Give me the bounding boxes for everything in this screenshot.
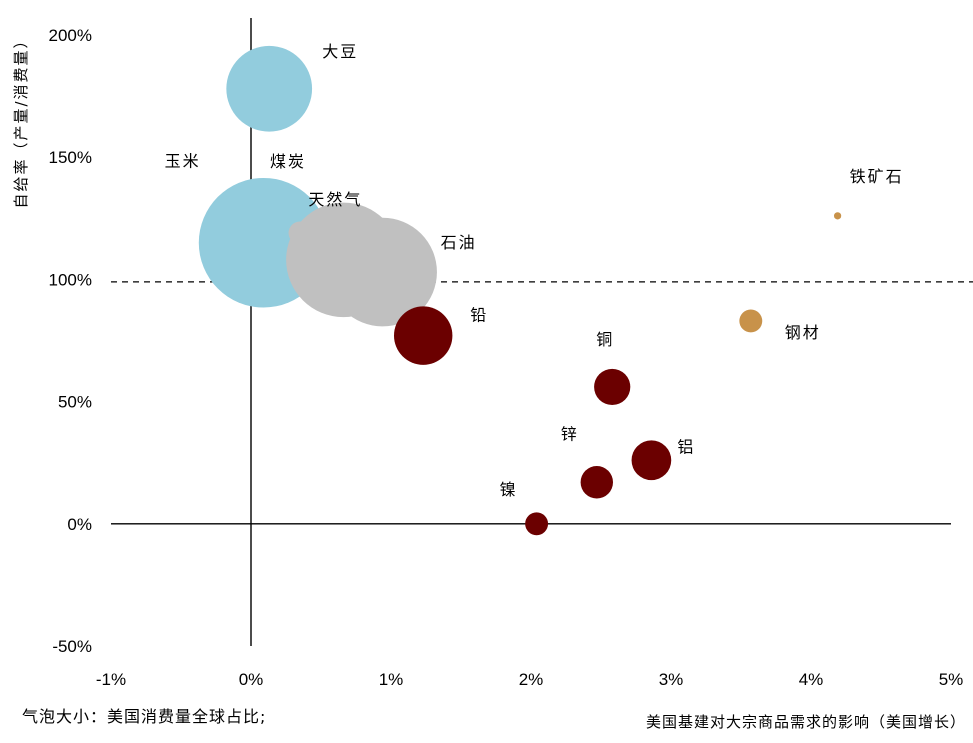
y-tick-label: 0%	[67, 515, 92, 534]
bubble-label: 大豆	[322, 42, 358, 61]
bubble-label: 铜	[596, 330, 614, 349]
x-tick-label: 4%	[799, 670, 824, 689]
x-tick-label: 1%	[379, 670, 404, 689]
bubble-label: 镍	[500, 480, 518, 499]
bubble-metals	[525, 512, 549, 536]
x-tick-label: 2%	[519, 670, 544, 689]
y-tick-label: 50%	[58, 393, 92, 412]
bubble-label: 天然气	[308, 190, 362, 209]
x-tick-label: 3%	[659, 670, 684, 689]
x-axis-label: 美国基建对大宗商品需求的影响（美国增长）	[646, 713, 966, 731]
bubble-steel	[739, 309, 763, 333]
bubble-metals	[393, 306, 453, 365]
y-tick-label: 200%	[49, 26, 92, 45]
bubble-label: 玉米	[165, 152, 201, 171]
bubble-label: 煤炭	[270, 152, 306, 171]
bubble-steel	[833, 212, 842, 220]
bubble-label: 锌	[561, 424, 579, 443]
bubble-label: 铝	[677, 437, 695, 456]
y-tick-label: 150%	[49, 148, 92, 167]
bubble-metals	[580, 466, 613, 499]
bubble-energy	[328, 217, 437, 327]
x-tick-label: 0%	[239, 670, 264, 689]
x-tick-label: -1%	[96, 670, 126, 689]
bubble-label: 石油	[441, 233, 477, 252]
y-axis-label: 自给率（产量/消费量）	[12, 31, 30, 208]
y-tick-label: 100%	[49, 270, 92, 289]
bubble-size-note: 气泡大小：美国消费量全球占比;	[22, 707, 266, 726]
bubble-label: 钢材	[785, 323, 821, 342]
bubbles-group	[198, 45, 842, 536]
bubble-label: 铅	[470, 306, 488, 325]
bubble-metals	[631, 440, 672, 481]
x-tick-label: 5%	[939, 670, 964, 689]
tick-labels-group: -50% 0% 50% 100% 150% 200% -1% 0% 1% 2% 3% 4% 5%	[49, 26, 964, 689]
bubble-agriculture	[226, 45, 313, 132]
bubble-metals	[594, 368, 631, 406]
y-tick-label: -50%	[52, 637, 92, 656]
bubble-label: 铁矿石	[850, 167, 904, 186]
